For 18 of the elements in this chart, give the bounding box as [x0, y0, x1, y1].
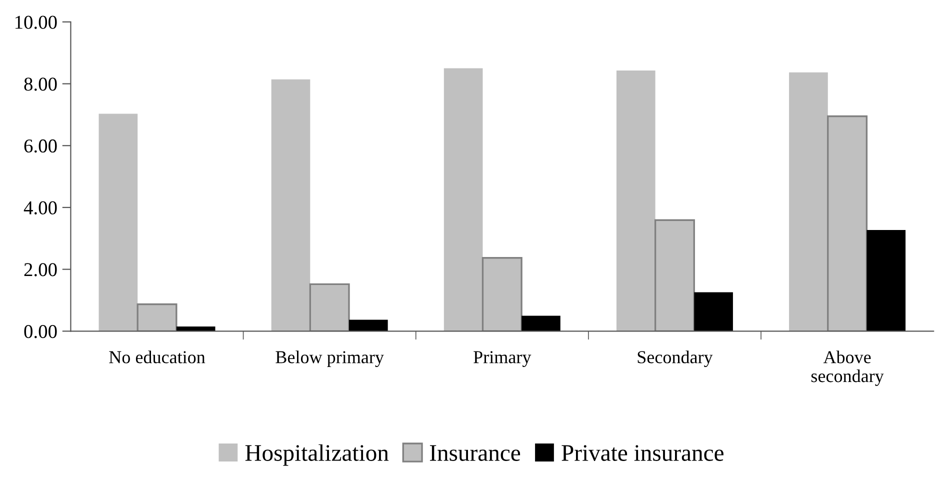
y-tick-label: 2.00 [24, 263, 57, 276]
x-tick-label: Primary [474, 351, 532, 367]
x-tick-label: Above secondary [811, 350, 884, 386]
bar [522, 316, 560, 332]
y-tick-label: 4.00 [24, 201, 57, 214]
legend-label: Insurance [430, 445, 520, 461]
y-tick-label: 8.00 [24, 78, 57, 91]
bar [348, 320, 388, 332]
legend-label: Private insurance [562, 445, 724, 461]
y-tick-label: 0.00 [24, 324, 57, 338]
y-tick-label: 6.00 [24, 139, 57, 153]
x-tick-label: Secondary [638, 350, 713, 368]
y-tick-label: 10.00 [15, 16, 57, 29]
legend-label: Hospitalization [245, 444, 389, 466]
x-tick-label: Below primary [276, 350, 384, 368]
bar [866, 230, 906, 332]
x-tick-label: No education [109, 350, 206, 364]
bar [694, 292, 733, 332]
